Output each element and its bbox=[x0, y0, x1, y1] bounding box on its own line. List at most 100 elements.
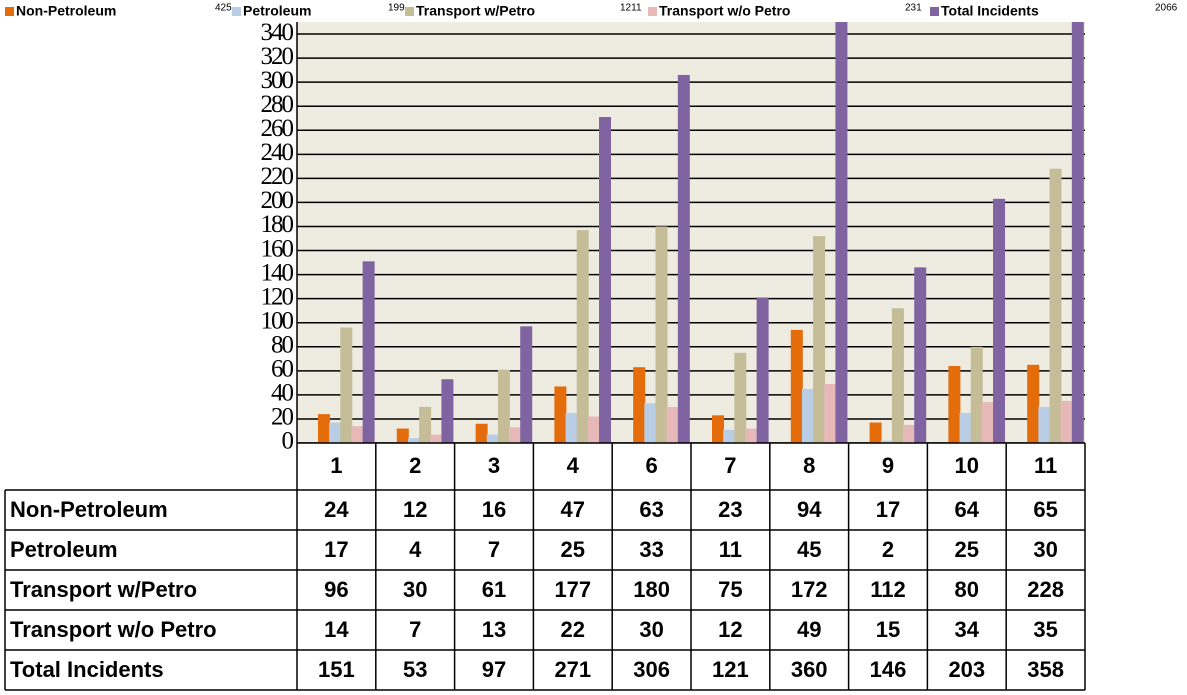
table-cell: 172 bbox=[791, 577, 828, 602]
bar bbox=[497, 369, 510, 443]
legend-value: 231 bbox=[905, 3, 922, 14]
table-cell: 97 bbox=[482, 657, 506, 682]
bar bbox=[891, 308, 904, 443]
table-cell: 4 bbox=[409, 537, 422, 562]
bar bbox=[756, 297, 769, 443]
legend-label: Total Incidents bbox=[941, 3, 1039, 19]
x-tick-label: 1 bbox=[330, 453, 342, 478]
table-cell: 360 bbox=[791, 657, 828, 682]
bar bbox=[565, 412, 578, 443]
table-cell: 228 bbox=[1027, 577, 1064, 602]
bar bbox=[914, 267, 927, 443]
bar bbox=[835, 22, 848, 443]
bar bbox=[993, 198, 1006, 443]
bar bbox=[723, 429, 736, 443]
x-tick-label: 6 bbox=[645, 453, 657, 478]
legend-swatch bbox=[232, 7, 241, 16]
legend-value: 199 bbox=[388, 3, 405, 14]
y-tick-label: 200 bbox=[261, 187, 294, 214]
y-tick-label: 220 bbox=[261, 163, 294, 190]
bar bbox=[441, 379, 454, 443]
table-cell: 25 bbox=[955, 537, 979, 562]
bar bbox=[981, 402, 994, 443]
y-tick-label: 180 bbox=[261, 211, 294, 238]
y-tick-label: 260 bbox=[261, 115, 294, 142]
y-tick-label: 300 bbox=[261, 67, 294, 94]
table-cell: 25 bbox=[561, 537, 585, 562]
bar bbox=[813, 236, 826, 443]
table-cell: 35 bbox=[1033, 617, 1057, 642]
table-cell: 45 bbox=[797, 537, 821, 562]
legend-swatch bbox=[930, 7, 939, 16]
table-cell: 65 bbox=[1033, 497, 1057, 522]
bar bbox=[869, 422, 882, 443]
bar bbox=[351, 426, 364, 443]
row-label: Petroleum bbox=[10, 537, 118, 562]
legend-swatch bbox=[648, 7, 657, 16]
bar bbox=[340, 327, 353, 443]
bar bbox=[644, 403, 657, 443]
x-tick-label: 9 bbox=[882, 453, 894, 478]
row-label: Total Incidents bbox=[10, 657, 164, 682]
table-cell: 146 bbox=[870, 657, 907, 682]
bar bbox=[745, 428, 758, 443]
bar bbox=[587, 416, 600, 443]
legend-label: Petroleum bbox=[243, 3, 311, 19]
legend-swatch bbox=[5, 7, 14, 16]
table-cell: 61 bbox=[482, 577, 506, 602]
x-tick-label: 4 bbox=[567, 453, 580, 478]
table-cell: 14 bbox=[324, 617, 349, 642]
bar bbox=[599, 117, 612, 443]
table-cell: 2 bbox=[882, 537, 894, 562]
bar bbox=[666, 406, 679, 443]
bar bbox=[1049, 168, 1062, 443]
bar bbox=[1027, 364, 1040, 443]
bar bbox=[419, 406, 432, 443]
bar bbox=[486, 434, 499, 443]
y-tick-label: 320 bbox=[261, 43, 294, 70]
bar bbox=[948, 366, 961, 443]
table-cell: 12 bbox=[403, 497, 427, 522]
table-cell: 271 bbox=[554, 657, 591, 682]
y-tick-label: 0 bbox=[282, 428, 294, 455]
y-tick-label: 100 bbox=[261, 307, 294, 334]
bar bbox=[790, 329, 803, 443]
table-cell: 33 bbox=[639, 537, 663, 562]
table-cell: 121 bbox=[712, 657, 749, 682]
y-tick-label: 240 bbox=[261, 139, 294, 166]
bar bbox=[880, 440, 893, 443]
table-cell: 180 bbox=[633, 577, 670, 602]
x-tick-label: 2 bbox=[409, 453, 421, 478]
bar bbox=[407, 438, 420, 443]
bar bbox=[655, 226, 668, 443]
y-tick-label: 340 bbox=[261, 19, 294, 46]
legend-value: 425 bbox=[215, 3, 232, 14]
table-cell: 22 bbox=[561, 617, 585, 642]
table-cell: 17 bbox=[876, 497, 900, 522]
table-cell: 12 bbox=[718, 617, 742, 642]
bar bbox=[475, 423, 488, 443]
y-tick-label: 120 bbox=[261, 283, 294, 310]
y-tick-label: 80 bbox=[271, 332, 294, 359]
x-tick-label: 3 bbox=[488, 453, 500, 478]
bar bbox=[554, 386, 567, 443]
legend-label: Transport w/Petro bbox=[416, 3, 535, 19]
table-cell: 80 bbox=[955, 577, 979, 602]
bar bbox=[1060, 400, 1073, 443]
y-tick-label: 60 bbox=[271, 356, 294, 383]
x-tick-label: 11 bbox=[1034, 453, 1057, 478]
table-cell: 112 bbox=[870, 577, 906, 602]
table-cell: 306 bbox=[633, 657, 670, 682]
table-cell: 30 bbox=[1033, 537, 1057, 562]
table-cell: 49 bbox=[797, 617, 821, 642]
table-cell: 16 bbox=[482, 497, 506, 522]
table-cell: 34 bbox=[955, 617, 980, 642]
bar bbox=[734, 352, 747, 443]
table-cell: 47 bbox=[561, 497, 585, 522]
table-cell: 17 bbox=[324, 537, 348, 562]
bar bbox=[520, 326, 533, 443]
bar bbox=[509, 427, 522, 443]
bar bbox=[1071, 22, 1084, 443]
bar bbox=[970, 346, 983, 443]
